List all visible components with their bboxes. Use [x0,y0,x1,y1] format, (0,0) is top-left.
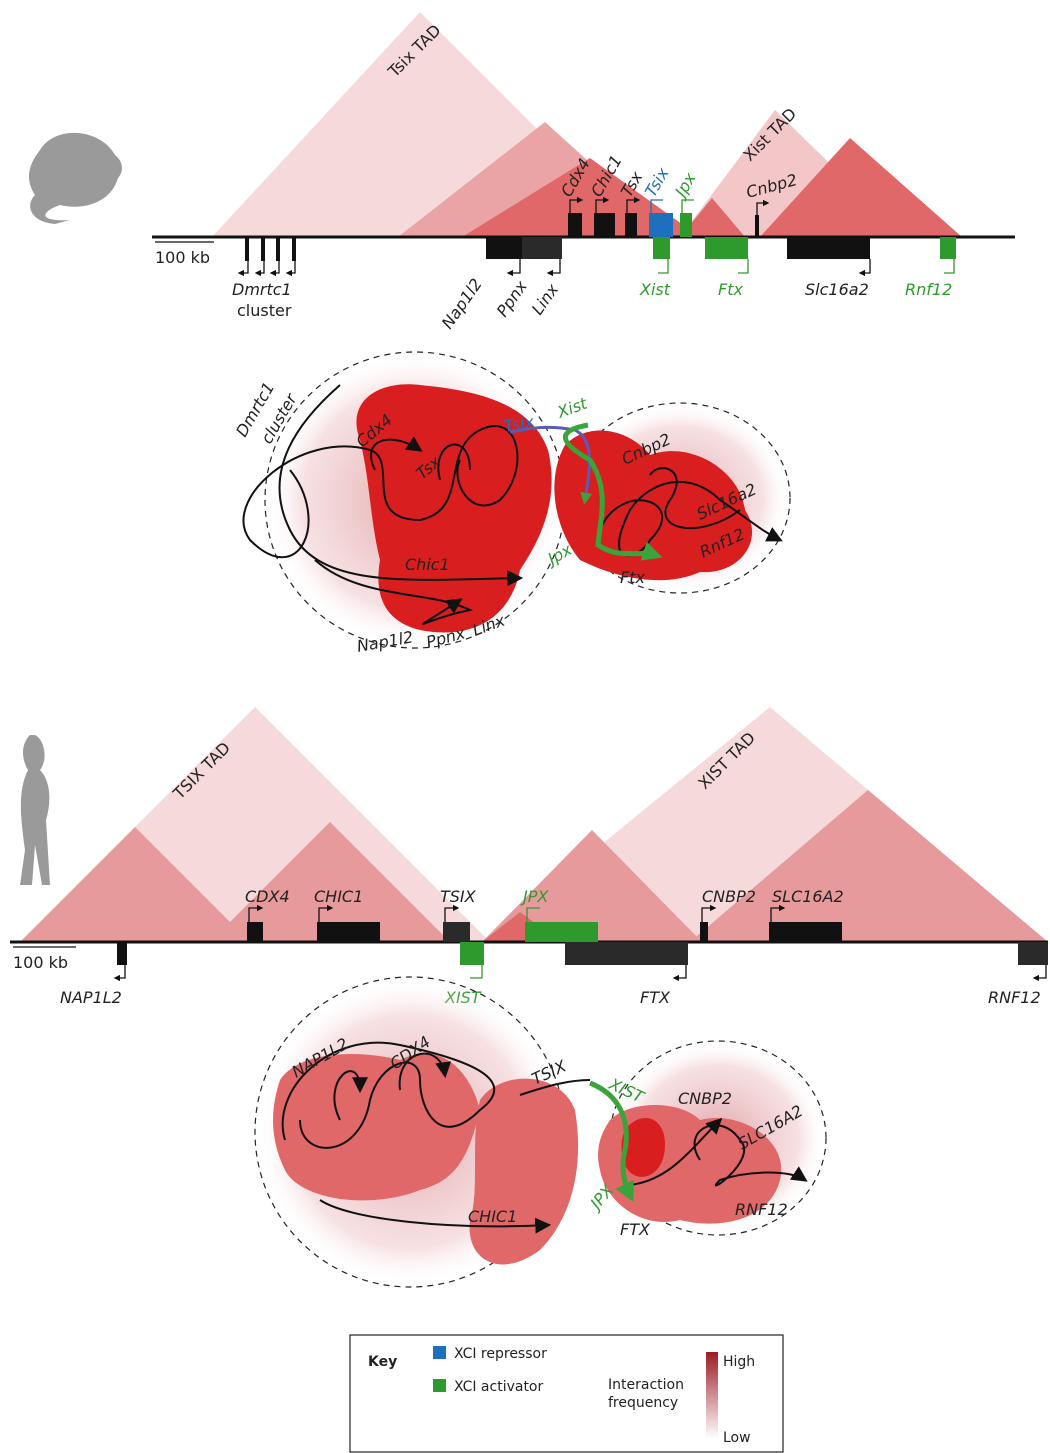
key-label: High [723,1354,755,1370]
shape [860,259,870,273]
gene-label: CDX4 [245,887,290,906]
key-label: XCI repressor [454,1346,547,1362]
mouse-icon [29,133,122,224]
gene-label: Linx [528,280,563,318]
gene-label: CHIC1 [468,1207,517,1226]
gene-box [443,922,470,942]
gene-box [568,213,582,237]
gene-label: Ppnx [493,277,531,321]
key-title: Key [368,1354,397,1370]
gene-label: Rnf12 [905,280,952,299]
gene-label: RNF12 [988,988,1041,1007]
gene-box [261,237,265,261]
shape [256,261,264,273]
key-label: XCI activator [454,1379,544,1395]
gene-box [755,215,759,237]
scale-label: 100 kb [13,953,68,972]
gene-label: cluster [237,301,292,320]
shape [287,261,295,273]
gene-box [276,237,280,261]
key-label: frequency [608,1395,678,1411]
frequency-scale [706,1352,718,1438]
gene-box [787,237,870,259]
shape [548,259,560,273]
gene-label: Ftx [620,568,645,587]
gene-label: Ftx [718,280,743,299]
shape [271,261,279,273]
gene-box [565,942,688,965]
gene-label: Dmrtc1 [232,280,292,299]
shape [682,200,694,213]
gene-box [705,237,748,259]
shape [1034,965,1046,978]
shape [674,965,686,978]
gene-box [653,237,670,259]
key-swatch [433,1346,446,1359]
gene-box [460,942,484,965]
gene-box [486,237,522,259]
gene-label: Chic1 [405,555,450,574]
figure: 100 kb Tsix TAD Xist TAD Cdx4 Chic1 Tsx … [0,0,1050,1453]
gene-label: TSIX [440,887,477,906]
gene-label: CHIC1 [314,887,363,906]
gene-box [117,942,127,965]
gene-label: JPX [520,887,549,906]
human-tads [20,707,1048,942]
gene-box [700,922,708,942]
key-label: Interaction [608,1377,684,1393]
gene-box [247,922,263,942]
gene-box [940,237,956,259]
gene-label: RNF12 [735,1200,788,1219]
shape [738,259,748,273]
gene-box [1018,942,1048,965]
shape [470,965,482,978]
mouse-tads [212,12,962,237]
shape [239,261,248,273]
shape [115,965,125,978]
gene-box [245,237,249,261]
gene-label: Xist [639,280,671,299]
gene-label: CNBP2 [702,887,756,906]
gene-box [525,922,598,942]
gene-label: NAP1L2 [60,988,122,1007]
gene-label: FTX [640,988,671,1007]
shape [658,259,668,273]
scale-label: 100 kb [155,248,210,267]
shape [944,259,954,273]
gene-label: Nap1l2 [438,275,486,332]
key-label: Low [723,1430,751,1446]
gene-box [649,213,673,237]
gene-label: CNBP2 [678,1089,732,1108]
key-swatch [433,1379,446,1392]
gene-label: Xist [554,393,590,422]
key-box [350,1335,783,1452]
gene-label: Slc16a2 [805,280,869,299]
gene-label: Jpx [670,169,700,203]
gene-label: FTX [620,1220,651,1239]
gene-box [594,213,615,237]
gene-box [769,922,842,942]
gene-box [292,237,296,261]
gene-label: Tsix [641,164,673,200]
gene-box [625,213,637,237]
gene-box [680,213,692,237]
gene-box [522,237,562,259]
gene-label: SLC16A2 [772,887,844,906]
human-icon [20,735,50,885]
gene-box [317,922,380,942]
shape [508,259,520,273]
